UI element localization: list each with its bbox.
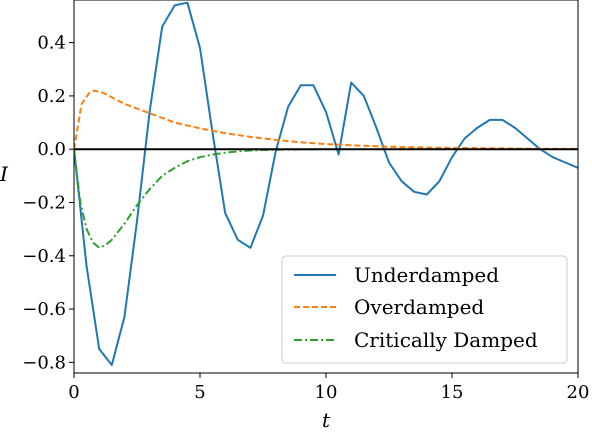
y-axis-label: I	[0, 162, 9, 186]
legend-box	[281, 255, 568, 364]
legend-label: Underdamped	[354, 263, 499, 287]
x-tick-label: 20	[567, 382, 590, 403]
x-axis-label: t	[322, 408, 331, 432]
y-tick-label: 0.4	[37, 33, 66, 54]
y-tick-label: 0.0	[37, 139, 66, 160]
y-tick-label: −0.8	[22, 352, 66, 373]
legend-label: Overdamped	[354, 295, 484, 319]
y-axis: −0.8 −0.6 −0.4 −0.2 0.0 0.2 0.4	[22, 33, 74, 373]
y-tick-label: −0.2	[22, 192, 66, 213]
legend-label: Critically Damped	[354, 328, 538, 352]
y-tick-label: 0.2	[37, 86, 66, 107]
series-line-critically-damped	[74, 148, 327, 249]
x-axis: 0 5 10 15 20	[68, 373, 589, 403]
series-line-underdamped	[74, 1, 578, 366]
series-line-overdamped	[74, 89, 578, 150]
x-tick-label: 5	[194, 382, 205, 403]
y-tick-label: −0.6	[22, 299, 66, 320]
series-layer	[74, 1, 578, 366]
legend: Underdamped Overdamped Critically Damped	[281, 255, 568, 364]
x-tick-label: 15	[441, 382, 464, 403]
y-tick-label: −0.4	[22, 246, 66, 267]
x-tick-label: 0	[68, 382, 79, 403]
x-tick-label: 10	[315, 382, 338, 403]
